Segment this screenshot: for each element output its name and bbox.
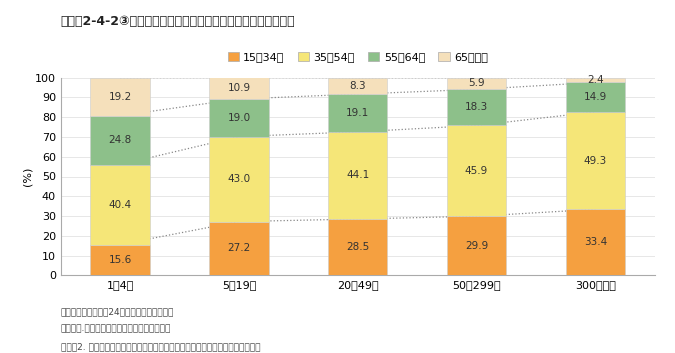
Legend: 15～34歳, 35～54歳, 55～64歳, 65歳以上: 15～34歳, 35～54歳, 55～64歳, 65歳以上 <box>223 48 492 67</box>
Bar <box>209 222 269 275</box>
Bar <box>209 137 269 222</box>
Text: 24.8: 24.8 <box>109 135 132 145</box>
Bar <box>566 209 625 275</box>
Text: 27.2: 27.2 <box>227 244 250 253</box>
Text: 8.3: 8.3 <box>350 81 366 91</box>
Text: 資料：総務省「平成24年就業構造基本調査」: 資料：総務省「平成24年就業構造基本調査」 <box>61 307 174 316</box>
Text: 19.2: 19.2 <box>109 92 132 102</box>
Text: 43.0: 43.0 <box>227 174 250 184</box>
Text: 49.3: 49.3 <box>584 156 607 166</box>
Bar <box>447 89 506 126</box>
Text: 2. 官公庁、その他の法人・団体に雇われている者は除いて集計している。: 2. 官公庁、その他の法人・団体に雇われている者は除いて集計している。 <box>61 342 261 351</box>
Text: 40.4: 40.4 <box>109 199 132 210</box>
Bar <box>566 112 625 209</box>
Bar <box>447 126 506 216</box>
Bar <box>90 164 150 245</box>
Bar <box>447 78 506 89</box>
Bar <box>328 78 387 94</box>
Text: 10.9: 10.9 <box>227 83 250 93</box>
Text: 19.0: 19.0 <box>227 113 250 123</box>
Bar <box>90 245 150 275</box>
Text: 19.1: 19.1 <box>346 108 369 118</box>
Text: 33.4: 33.4 <box>584 237 607 247</box>
Bar <box>328 94 387 132</box>
Text: 44.1: 44.1 <box>346 170 369 180</box>
Bar <box>328 219 387 275</box>
Text: 18.3: 18.3 <box>465 102 488 112</box>
Bar <box>566 82 625 112</box>
Text: 15.6: 15.6 <box>109 255 132 265</box>
Bar <box>447 216 506 275</box>
Bar <box>209 77 269 99</box>
Text: 2.4: 2.4 <box>587 75 603 85</box>
Y-axis label: (%): (%) <box>22 167 32 186</box>
Bar <box>90 116 150 164</box>
Bar <box>90 78 150 116</box>
Text: 45.9: 45.9 <box>465 166 488 176</box>
Text: 28.5: 28.5 <box>346 242 369 252</box>
Bar <box>566 78 625 82</box>
Text: コラム2-4-2③図　従業者規模別に見た、雇用者の年齢構成割合: コラム2-4-2③図 従業者規模別に見た、雇用者の年齢構成割合 <box>61 15 296 28</box>
Text: 29.9: 29.9 <box>465 241 488 251</box>
Text: （注）１.「雇用者」について集計している。: （注）１.「雇用者」について集計している。 <box>61 325 171 334</box>
Bar <box>209 99 269 137</box>
Text: 5.9: 5.9 <box>468 78 485 89</box>
Bar <box>328 132 387 219</box>
Text: 14.9: 14.9 <box>584 92 607 102</box>
